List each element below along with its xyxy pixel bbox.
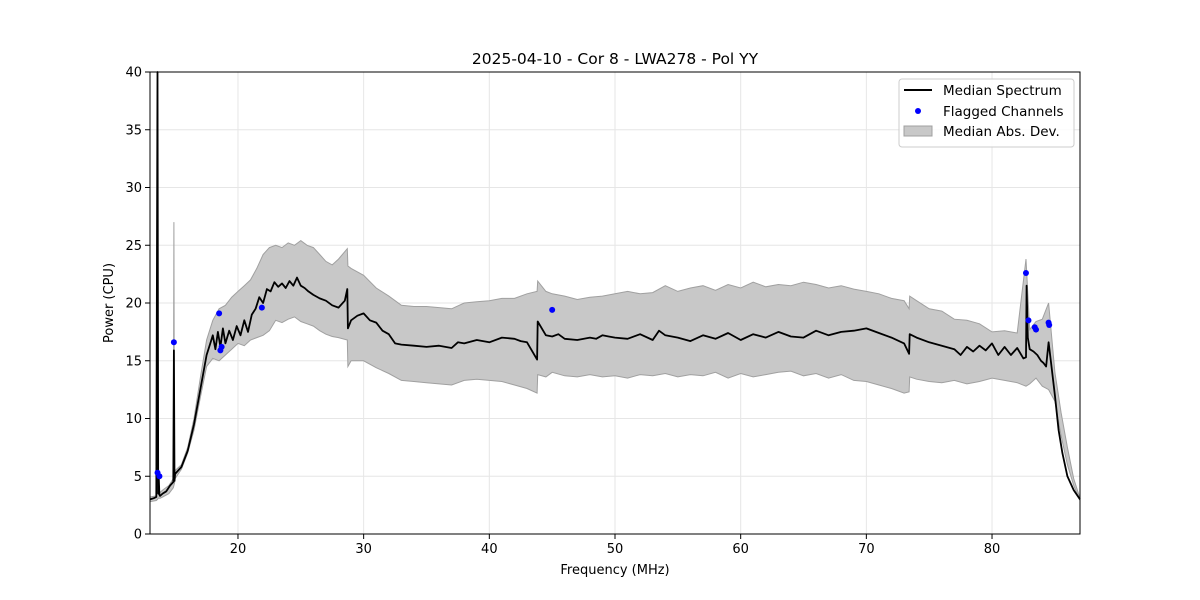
y-tick-label: 30	[125, 181, 142, 196]
x-tick-label: 70	[858, 542, 875, 557]
flagged-point	[218, 343, 225, 350]
legend-label-flagged: Flagged Channels	[943, 104, 1064, 120]
x-tick-label: 20	[230, 542, 247, 557]
y-axis-label: Power (CPU)	[102, 263, 117, 343]
legend-dot-swatch	[915, 108, 921, 114]
flagged-points	[154, 269, 1053, 480]
x-tick-label: 50	[607, 542, 624, 557]
x-tick-label: 40	[481, 542, 498, 557]
y-tick-label: 20	[125, 297, 142, 312]
flagged-point	[1046, 321, 1053, 328]
flagged-point	[1022, 269, 1029, 276]
flagged-point	[549, 306, 556, 313]
flagged-point	[216, 310, 223, 317]
y-tick-label: 40	[125, 66, 142, 81]
y-tick-label: 15	[125, 354, 142, 369]
legend-label-median: Median Spectrum	[943, 83, 1062, 99]
x-tick-label: 60	[732, 542, 749, 557]
chart-title: 2025-04-10 - Cor 8 - LWA278 - Pol YY	[472, 50, 759, 68]
legend-box	[898, 78, 1075, 148]
y-ticks: 0 5 10 15 20 25 30 35 40	[125, 66, 150, 543]
x-ticks: 20 30 40 50 60 70 80	[230, 534, 1001, 557]
flagged-point	[1033, 326, 1040, 333]
x-tick-label: 30	[355, 542, 372, 557]
legend-label-mad: Median Abs. Dev.	[943, 124, 1060, 140]
flagged-point	[156, 473, 163, 480]
flagged-point	[258, 304, 265, 311]
legend: Median Spectrum Flagged Channels Median …	[898, 78, 1075, 148]
y-tick-label: 5	[134, 470, 142, 485]
flagged-point	[1025, 317, 1032, 324]
y-tick-label: 25	[125, 239, 142, 254]
flagged-point	[170, 339, 177, 346]
legend-band-swatch	[903, 125, 933, 137]
y-tick-label: 0	[134, 528, 142, 543]
x-axis-label: Frequency (MHz)	[560, 563, 669, 578]
y-tick-label: 10	[125, 412, 142, 427]
y-tick-label: 35	[125, 123, 142, 138]
median-line	[149, 71, 1081, 501]
x-tick-label: 80	[984, 542, 1001, 557]
